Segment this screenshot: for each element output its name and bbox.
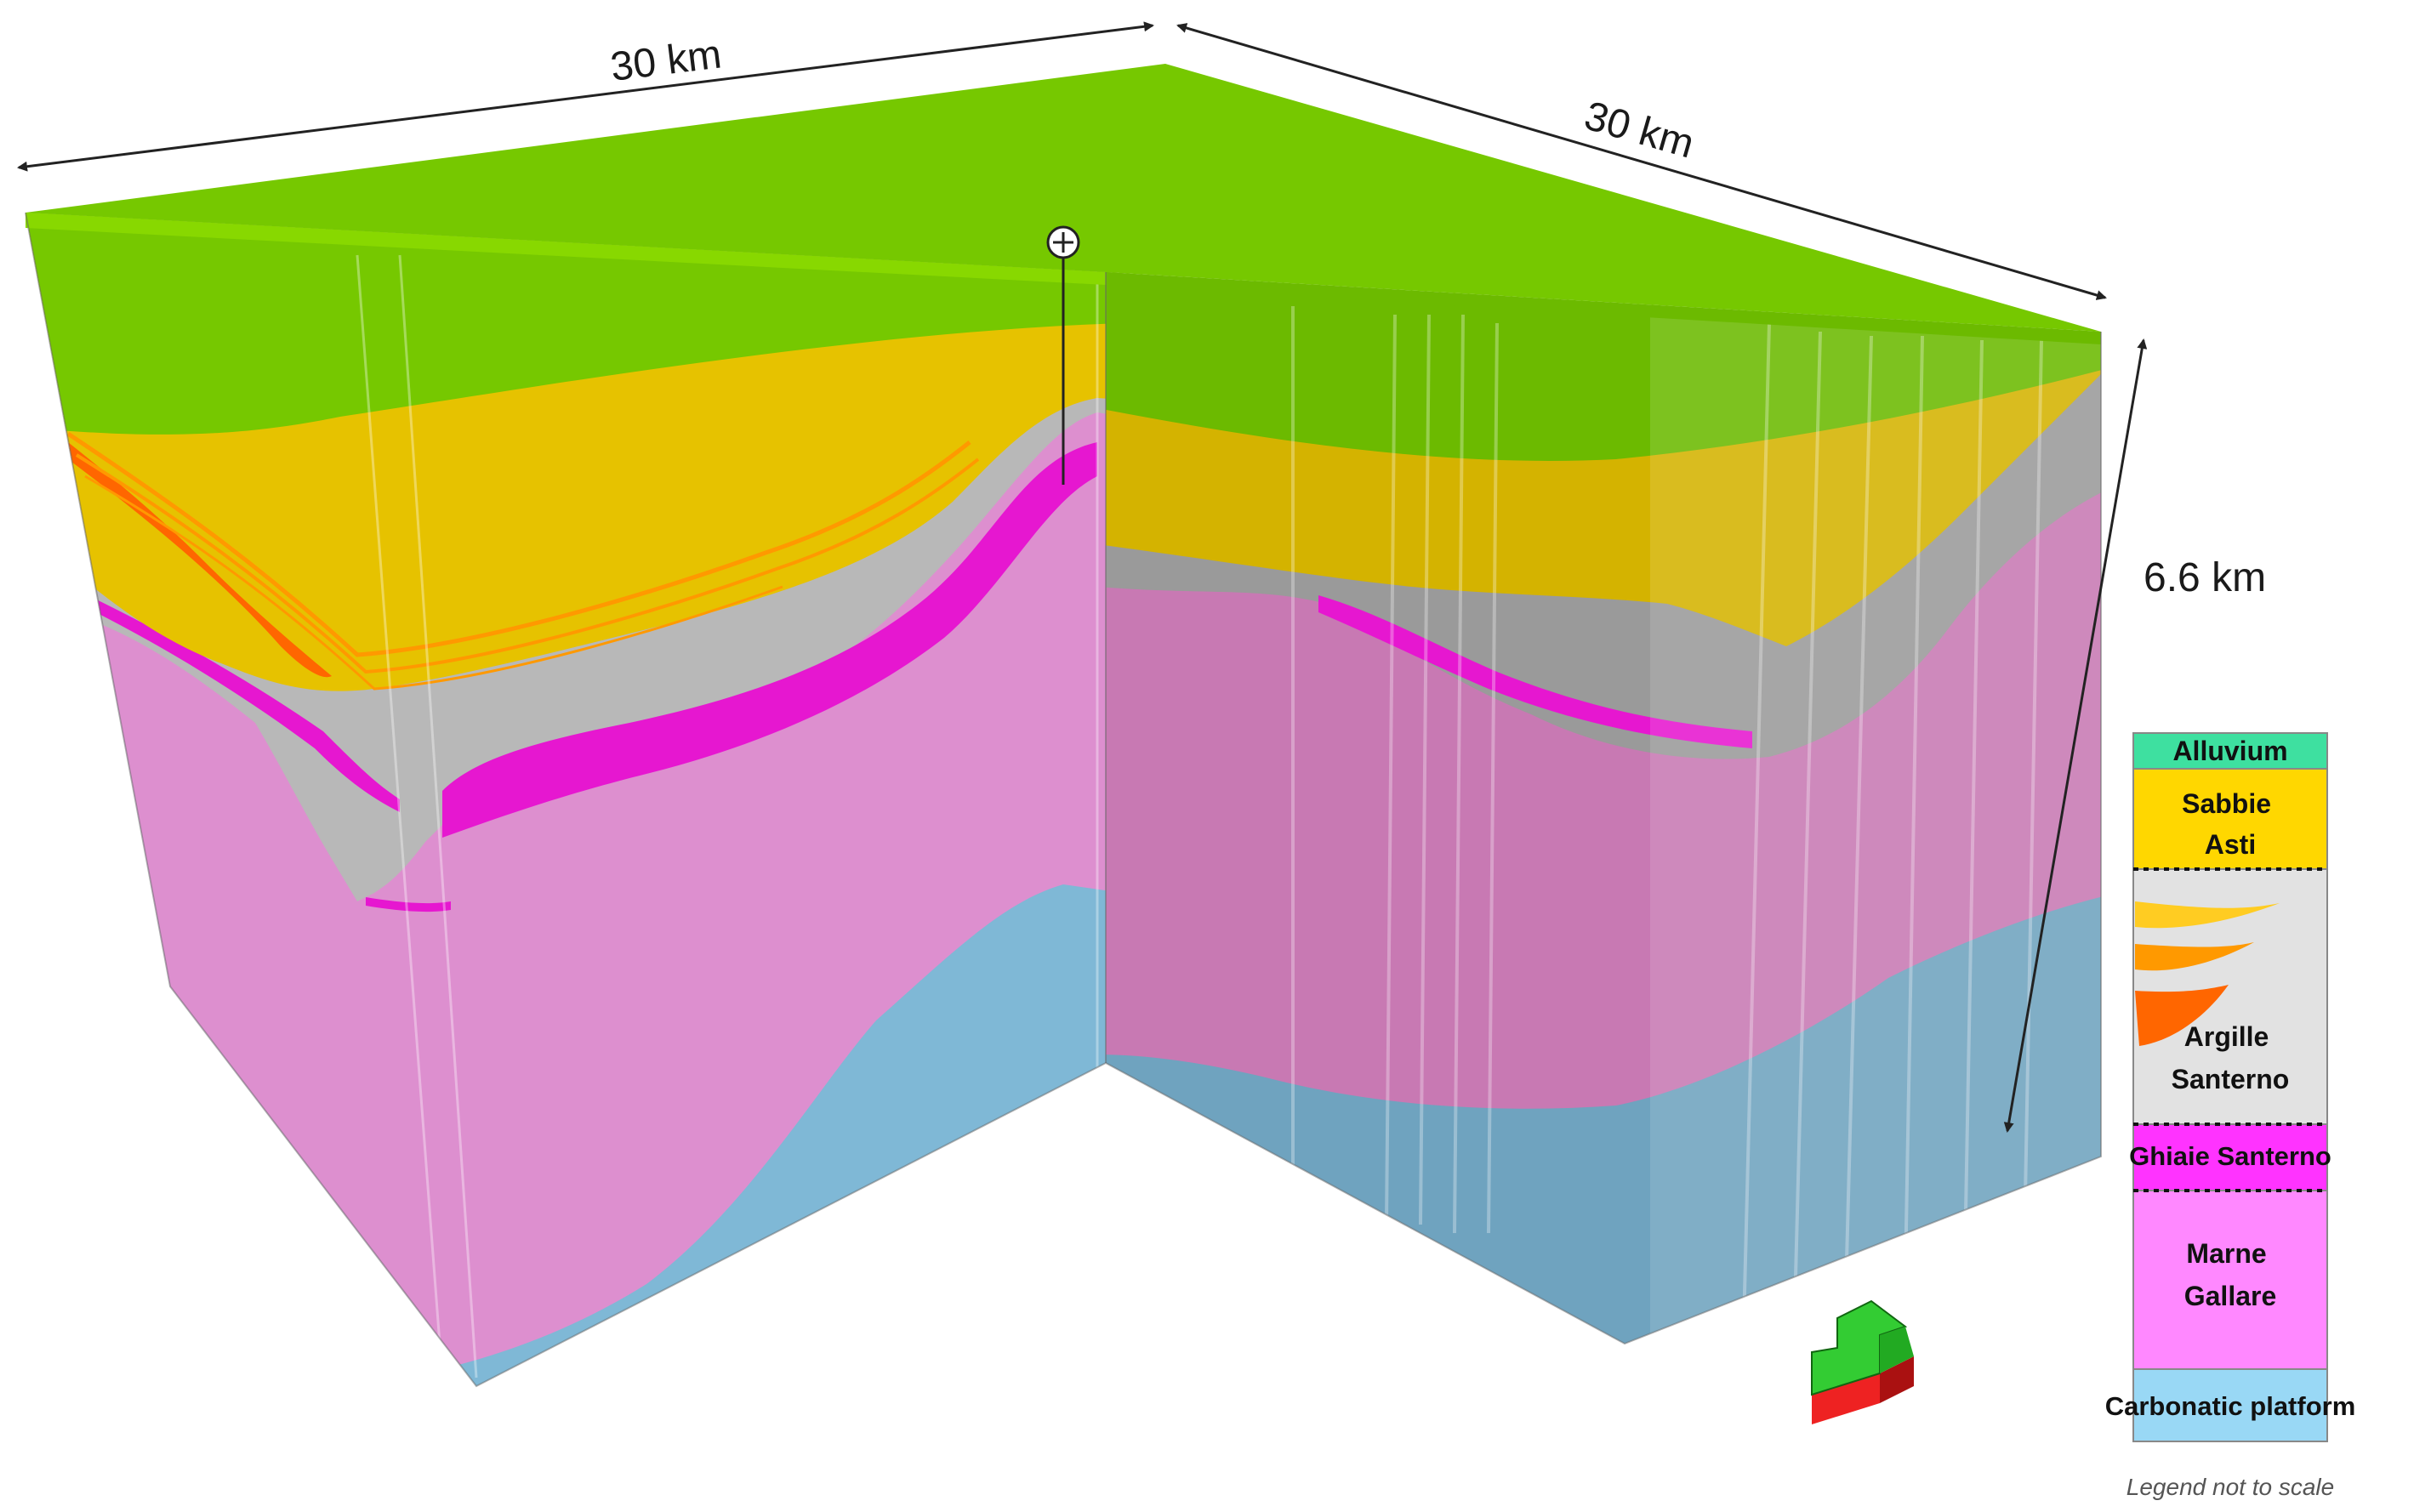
top-surface-front-edge-left: [26, 213, 1106, 285]
legend-label-carbonatic: Carbonatic platform: [2105, 1391, 2356, 1421]
legend-note: Legend not to scale: [2126, 1474, 2334, 1500]
hatched-region: [1650, 306, 2101, 1344]
left-width-arrow: [17, 21, 1154, 172]
well-marker[interactable]: [1046, 225, 1080, 485]
legend-swatch-sabbie: [2132, 768, 2328, 870]
legend-label-argille: Argille Santerno: [2172, 1021, 2290, 1094]
legend-dividers: [2133, 867, 2327, 1192]
legend-label-marne-line2: Gallare: [2184, 1281, 2277, 1311]
legend-swatch-ghiaie: [2132, 1123, 2328, 1191]
dimension-arrows: [17, 21, 2148, 1133]
legend-label-sabbie: Sabbie Asti: [2182, 788, 2279, 860]
ghiaie-layer-right: [1318, 595, 1752, 748]
north-arrow-icon: [1811, 1299, 1914, 1424]
top-band-right: [1106, 272, 2101, 461]
legend-swatch-marne: [2132, 1190, 2328, 1370]
ghiaie-thin-left-2: [366, 897, 451, 912]
vertical-grid-right: [1291, 306, 2043, 1327]
vertical-grid-left: [356, 254, 1099, 1378]
legend-label-argille-line1: Argille: [2184, 1021, 2269, 1052]
legend-label-ghiaie: Ghiaie Santerno: [2129, 1141, 2331, 1171]
legend-label-alluvium: Alluvium: [2172, 736, 2287, 766]
legend-label-sabbie-line2: Asti: [2205, 829, 2256, 860]
legend-swatch-alluvium: [2132, 732, 2328, 770]
orange-stripe-3: [84, 475, 783, 691]
orange-stripe-1: [66, 431, 971, 657]
right-width-arrow: [1176, 23, 2107, 300]
legend-label-marne: Marne Gallare: [2184, 1238, 2277, 1311]
legend-lenses: [2135, 901, 2280, 1046]
orange-stripe-2: [75, 453, 980, 674]
ghiaie-layer-left: [442, 442, 1097, 838]
legend-label-argille-line2: Santerno: [2172, 1064, 2290, 1094]
depth-arrow: [2003, 338, 2148, 1133]
depth-label: 6.6 km: [2144, 555, 2266, 600]
right-face: [1106, 272, 2101, 1344]
block-edges: [25, 212, 2102, 1388]
orange-lens-left: [68, 442, 332, 678]
right-width-label: 30 km: [1580, 94, 1699, 168]
legend-swatch-carbonatic: [2132, 1368, 2328, 1442]
legend-label-sabbie-line1: Sabbie: [2182, 788, 2271, 819]
legend-label-marne-line1: Marne: [2186, 1238, 2266, 1269]
